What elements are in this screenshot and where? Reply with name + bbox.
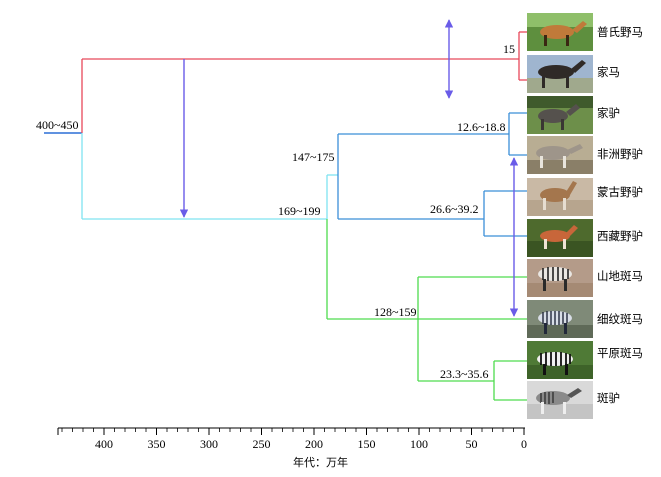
species-label: 非洲野驴 <box>597 147 643 161</box>
time-axis: 400 350 300 250 200 150 100 50 0 年代：万年 <box>57 427 527 469</box>
axis-title: 年代：万年 <box>293 455 348 469</box>
axis-tick-label: 100 <box>410 437 428 451</box>
axis-tick-label: 50 <box>466 437 478 451</box>
species-label: 平原斑马 <box>597 346 643 360</box>
axis-tick-label: 150 <box>358 437 376 451</box>
species-label: 家马 <box>597 65 620 79</box>
horse-lineage <box>81 31 527 133</box>
mongolian-wild-ass-photo <box>527 178 593 216</box>
axis-tick-label: 400 <box>95 437 113 451</box>
plains-zebras-node-label: 23.3~35.6 <box>440 367 489 381</box>
axis-tick-label: 250 <box>253 437 271 451</box>
ass-zebra-lineage <box>81 133 338 220</box>
axis-tick-label: 300 <box>200 437 218 451</box>
species-label: 家驴 <box>597 106 620 120</box>
plains-zebra-photo <box>527 341 593 379</box>
species-label: 普氏野马 <box>597 25 643 39</box>
species-label: 细纹斑马 <box>597 312 643 326</box>
species-label: 斑驴 <box>597 391 620 405</box>
axis-tick-label: 200 <box>305 437 323 451</box>
ass-zebra-node-label: 169~199 <box>278 204 321 218</box>
axis-tick-label: 350 <box>148 437 166 451</box>
grevys-zebra-photo <box>527 300 593 338</box>
root-node-label: 400~450 <box>36 118 79 132</box>
mountain-zebra-photo <box>527 259 593 297</box>
divergence-arrows <box>179 19 519 317</box>
axis-tick-label: 0 <box>521 437 527 451</box>
zebras-node-label: 128~159 <box>374 305 417 319</box>
species-label: 山地斑马 <box>597 269 643 283</box>
domestic-donkey-photo <box>527 96 593 134</box>
quagga-photo <box>527 381 593 419</box>
african-wild-ass-photo <box>527 136 593 174</box>
domestic-horse-photo <box>527 55 593 93</box>
african-asses-node-label: 12.6~18.8 <box>457 120 506 134</box>
species-label: 蒙古野驴 <box>597 185 643 199</box>
asses-node-label: 147~175 <box>292 150 335 164</box>
species-photos <box>527 13 593 419</box>
przewalski-horse-photo <box>527 13 593 51</box>
asian-asses-node-label: 26.6~39.2 <box>430 202 479 216</box>
species-label: 西藏野驴 <box>597 229 643 243</box>
zebra-lineage <box>326 219 527 401</box>
horses-node-label: 15 <box>503 42 515 56</box>
kiang-photo <box>527 219 593 257</box>
ass-lineage <box>337 112 527 237</box>
